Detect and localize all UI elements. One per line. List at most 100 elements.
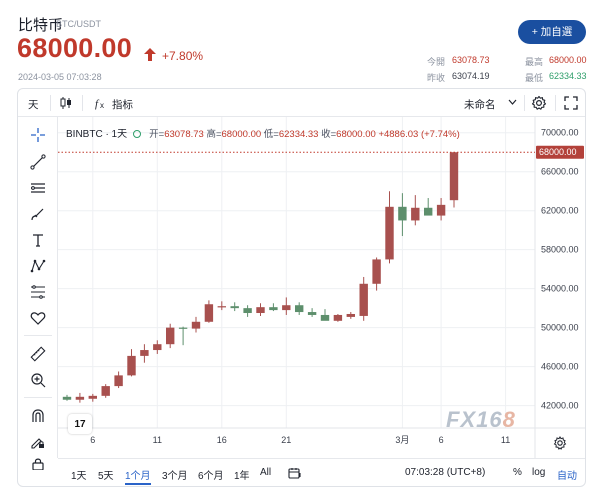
fx168-watermark: FX168 [446, 407, 516, 433]
lock-drawing-tool[interactable] [27, 431, 49, 453]
chevron-down-icon[interactable] [508, 99, 517, 106]
candlestick-icon[interactable] [59, 96, 73, 110]
stat-label-high: 最高 [525, 57, 544, 67]
legend-close-key: 收= [321, 129, 337, 140]
magnet-tool[interactable] [27, 405, 49, 427]
date-axis-label: 16 [217, 435, 227, 445]
stat-value-prev-close: 63074.19 [452, 71, 490, 81]
watermark-accent: 8 [502, 407, 516, 432]
range-1m[interactable]: 1个月 [125, 467, 151, 485]
auto-scale-toggle[interactable]: 自动 [557, 471, 577, 482]
candle-body-up [101, 386, 110, 396]
chart-bottom-toolbar: 1天 5天 1个月 3个月 6个月 1年 All 07:03:28 (UTC+8… [58, 458, 585, 486]
legend-high-value: 68000.00 [221, 129, 262, 140]
toolbar-divider [82, 95, 83, 111]
candle-body-down [424, 207, 433, 216]
svg-text:x: x [100, 101, 104, 110]
candle-body-up [436, 204, 446, 216]
date-axis-label: 11 [501, 435, 510, 445]
candle-body-up [411, 207, 420, 221]
log-scale-toggle[interactable]: log [532, 467, 546, 478]
interval-selector[interactable]: 天 [28, 99, 39, 111]
parallel-lines-icon [31, 183, 45, 193]
price-axis-label: 46000.00 [541, 362, 579, 372]
favorites-tool[interactable] [27, 307, 49, 329]
zoom-in-tool[interactable] [27, 369, 49, 391]
legend-change: +4886.03 (+7.74%) [378, 129, 460, 140]
range-3m[interactable]: 3个月 [162, 471, 188, 482]
add-watchlist-button[interactable]: + 加自選 [518, 20, 586, 44]
last-price-tag [536, 145, 584, 159]
price-axis-label: 70000.00 [541, 128, 579, 138]
settings-gear-icon[interactable] [531, 95, 547, 111]
candle-body-down [62, 396, 72, 400]
tradingview-logo[interactable]: 17 [68, 414, 92, 434]
brush-icon [31, 208, 44, 221]
candle-body-down [230, 306, 239, 309]
range-all[interactable]: All [260, 467, 272, 478]
timezone-clock[interactable]: 07:03:28 (UTC+8) [405, 467, 486, 478]
status-dot-icon [133, 130, 142, 138]
price-axis-label: 58000.00 [541, 245, 579, 255]
stat-label-prev-close: 昨收 [427, 73, 446, 83]
toolbar-divider [24, 335, 52, 336]
percent-scale-toggle[interactable]: % [513, 467, 522, 478]
price-axis-label: 42000.00 [541, 401, 579, 411]
date-axis-label: 3月 [395, 435, 409, 445]
stat-value-open: 63078.73 [452, 55, 490, 65]
function-fx-icon[interactable]: f x [94, 96, 108, 110]
candle-body-up [256, 307, 265, 314]
range-1y[interactable]: 1年 [234, 471, 250, 482]
brush-tool[interactable] [27, 203, 49, 225]
axis-settings-gear-icon[interactable] [553, 436, 567, 450]
candle-body-up [372, 259, 381, 284]
candle-body-up [153, 344, 162, 351]
candle-body-up [191, 321, 201, 329]
candle-body-up [114, 375, 123, 387]
date-axis-label: 6 [90, 435, 95, 445]
lock-tool[interactable] [27, 453, 49, 475]
pencil-lock-icon [31, 438, 44, 449]
horizontal-lines-tool[interactable] [27, 177, 49, 199]
crosshair-icon [31, 128, 45, 142]
candle-body-up [88, 395, 97, 399]
pattern-tool[interactable] [27, 255, 49, 277]
asset-pair: BTC/USDT [56, 19, 101, 29]
ruler-tool[interactable] [27, 343, 49, 365]
trend-line-icon [30, 154, 46, 170]
stat-value-high: 68000.00 [549, 55, 587, 65]
fullscreen-icon[interactable] [564, 96, 578, 110]
toolbar-divider [555, 95, 556, 111]
candle-body-up [140, 350, 149, 356]
candle-body-up [346, 313, 355, 317]
price-axis-label: 54000.00 [541, 284, 579, 294]
goto-date-icon[interactable] [288, 467, 302, 479]
price-axis-label: 50000.00 [541, 323, 579, 333]
chart-top-toolbar: 天 f x 指标 未命名 [18, 89, 585, 117]
candle-body-down [269, 307, 278, 311]
candle-body-down [178, 327, 188, 329]
toolbar-divider [50, 95, 51, 111]
price-chart[interactable]: 42000.00 46000.00 50000.00 54000.00 58000.00… [58, 117, 585, 458]
indicators-button[interactable]: 指标 [112, 99, 133, 111]
layout-name-dropdown[interactable]: 未命名 [464, 99, 496, 111]
trend-line-tool[interactable] [27, 151, 49, 173]
text-icon [33, 234, 43, 247]
arrow-up-icon [144, 48, 156, 61]
asset-title: 比特币 [18, 17, 64, 34]
pattern-icon [30, 259, 46, 273]
price-axis-label: 66000.00 [541, 167, 579, 177]
candle-body-down [295, 305, 304, 313]
range-5d[interactable]: 5天 [98, 471, 114, 482]
range-1d[interactable]: 1天 [71, 471, 87, 482]
text-tool[interactable] [27, 229, 49, 251]
lock-icon [32, 458, 44, 470]
legend-low-value: 62334.33 [278, 129, 319, 140]
fib-retracement-tool[interactable] [27, 281, 49, 303]
last-price-tag-label: 68000.00 [539, 147, 577, 157]
candle-body-down [307, 312, 317, 315]
fibonacci-icon [31, 285, 45, 299]
crosshair-tool[interactable] [27, 124, 49, 146]
range-6m[interactable]: 6个月 [198, 471, 224, 482]
drawing-toolbar [18, 117, 58, 470]
